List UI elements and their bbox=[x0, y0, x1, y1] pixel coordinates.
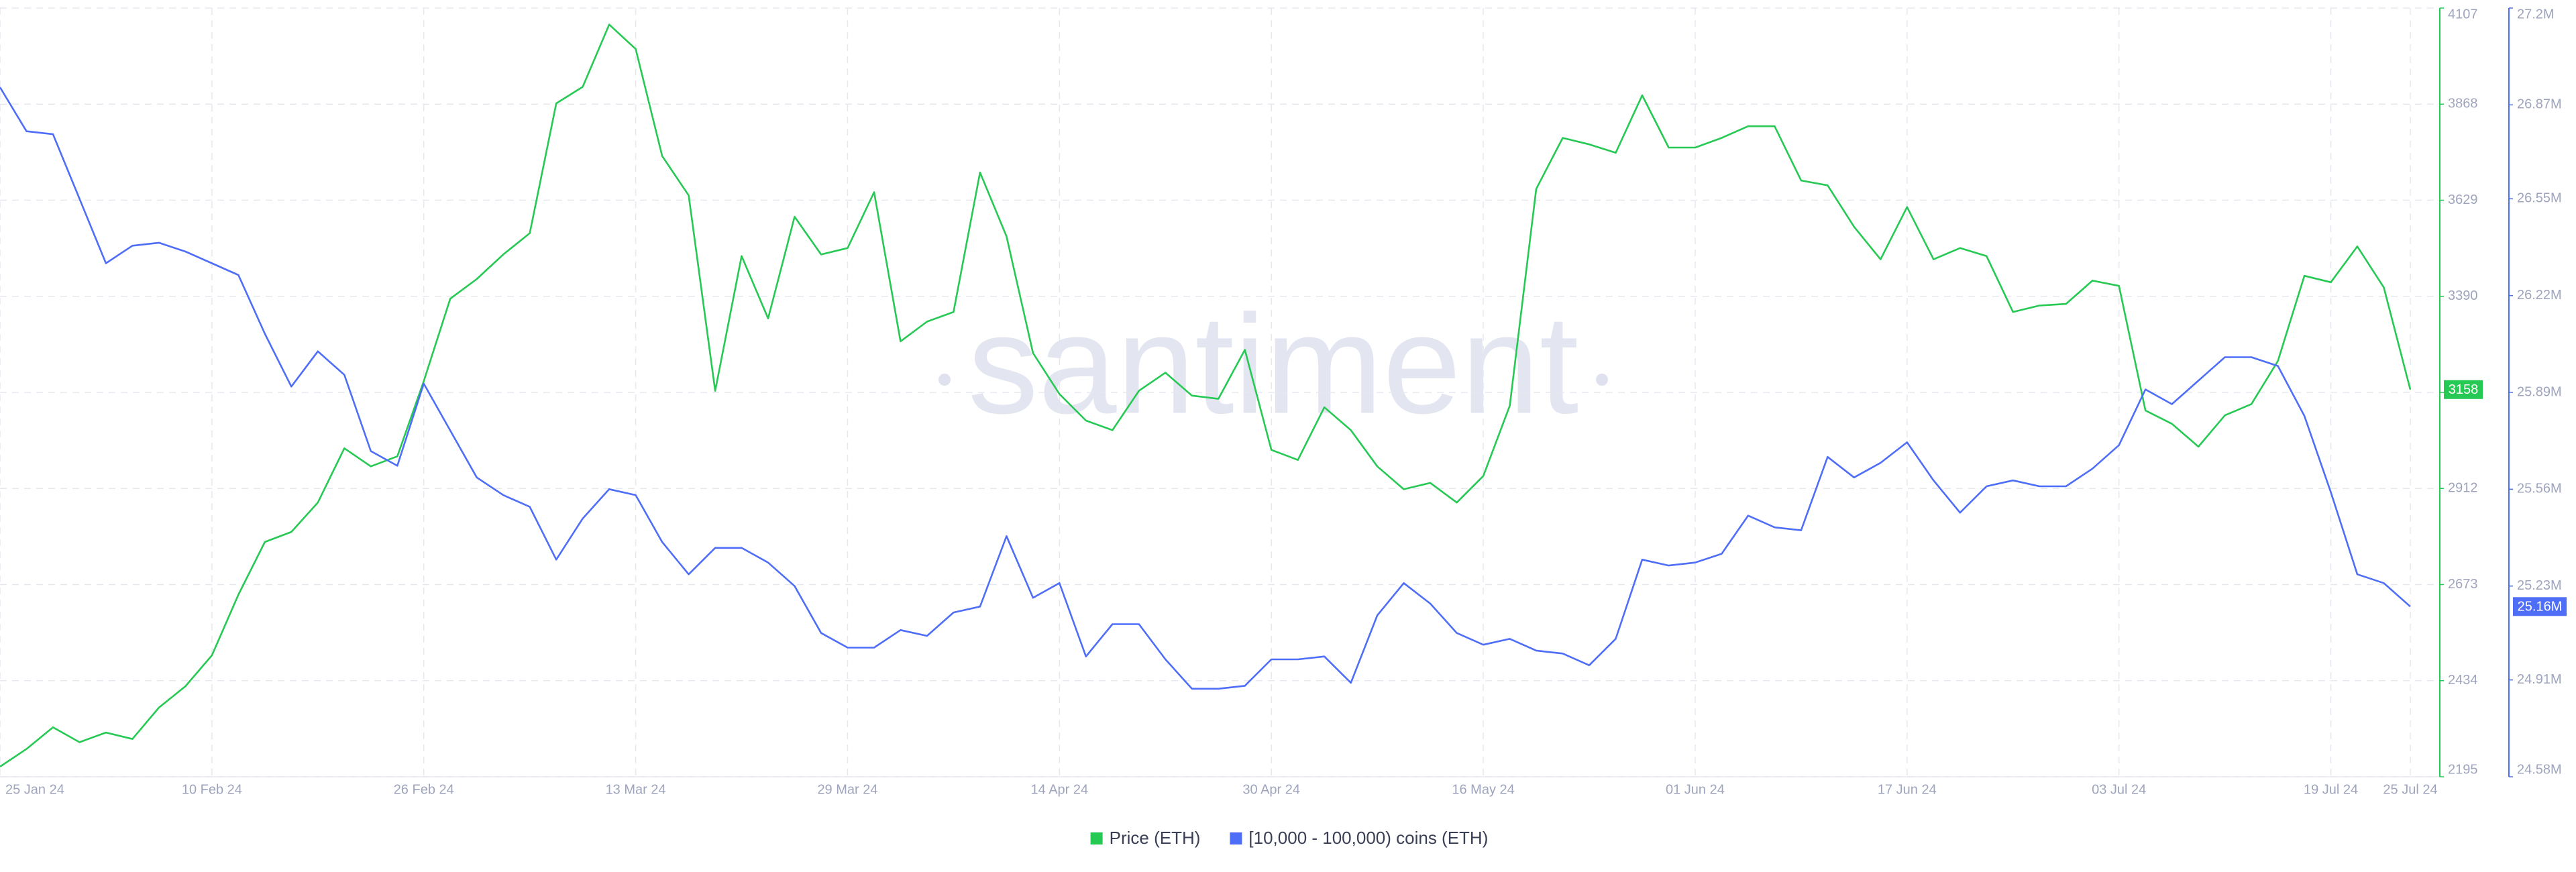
y-tick-label: 3629 bbox=[2448, 193, 2478, 207]
x-tick-label: 13 Mar 24 bbox=[606, 782, 666, 797]
legend-label: [10,000 - 100,000) coins (ETH) bbox=[1248, 828, 1488, 848]
y2-tick-label: 25.23M bbox=[2517, 578, 2562, 593]
legend-label: Price (ETH) bbox=[1110, 828, 1201, 848]
y-tick-label: 3868 bbox=[2448, 97, 2478, 111]
x-tick-label: 17 Jun 24 bbox=[1878, 782, 1937, 797]
y-tick-label: 2195 bbox=[2448, 762, 2478, 777]
watermark-dot bbox=[938, 374, 951, 386]
y2-tick-label: 27.2M bbox=[2517, 7, 2555, 21]
x-tick-label: 16 May 24 bbox=[1452, 782, 1514, 797]
x-tick-label: 03 Jul 24 bbox=[2092, 782, 2146, 797]
y2-tick-label: 25.56M bbox=[2517, 482, 2562, 496]
y2-tick-label: 26.55M bbox=[2517, 191, 2562, 206]
y-tick-label: 3390 bbox=[2448, 288, 2478, 303]
series-line bbox=[0, 87, 2411, 690]
last-value-label: 25.16M bbox=[2518, 600, 2563, 614]
last-value-badge bbox=[2444, 380, 2483, 399]
y2-tick-label: 26.87M bbox=[2517, 97, 2562, 112]
x-tick-label: 25 Jan 24 bbox=[5, 782, 64, 797]
series-line bbox=[0, 23, 2412, 768]
y2-tick-label: 25.89M bbox=[2517, 384, 2562, 399]
y2-tick-label: 26.22M bbox=[2517, 288, 2562, 303]
watermark-dot bbox=[1596, 374, 1608, 386]
x-tick-label: 14 Apr 24 bbox=[1031, 782, 1089, 797]
legend: Price (ETH) [10,000 - 100,000) coins (ETH… bbox=[1090, 828, 1488, 848]
legend-swatch bbox=[1230, 832, 1242, 844]
y-tick-label: 2673 bbox=[2448, 577, 2478, 592]
x-tick-label: 19 Jul 24 bbox=[2304, 782, 2358, 797]
watermark: santiment bbox=[968, 285, 1578, 443]
watermark-group: santiment bbox=[938, 285, 1608, 443]
x-tick-label: 10 Feb 24 bbox=[182, 782, 242, 797]
x-tick-label: 01 Jun 24 bbox=[1666, 782, 1725, 797]
y-tick-label: 2912 bbox=[2448, 481, 2478, 496]
y-tick-label: 2434 bbox=[2448, 673, 2478, 688]
last-value-badge bbox=[2513, 597, 2567, 616]
x-tick-label: 25 Jul 24 bbox=[2383, 782, 2437, 797]
x-tick-label: 26 Feb 24 bbox=[394, 782, 454, 797]
x-tick-label: 30 Apr 24 bbox=[1242, 782, 1300, 797]
x-tick-label: 29 Mar 24 bbox=[817, 782, 877, 797]
y2-tick-label: 24.58M bbox=[2517, 762, 2562, 777]
y2-tick-label: 24.91M bbox=[2517, 672, 2562, 687]
y-tick-label: 4107 bbox=[2448, 7, 2478, 21]
last-value-label: 3158 bbox=[2449, 382, 2479, 397]
legend-swatch bbox=[1090, 832, 1103, 844]
